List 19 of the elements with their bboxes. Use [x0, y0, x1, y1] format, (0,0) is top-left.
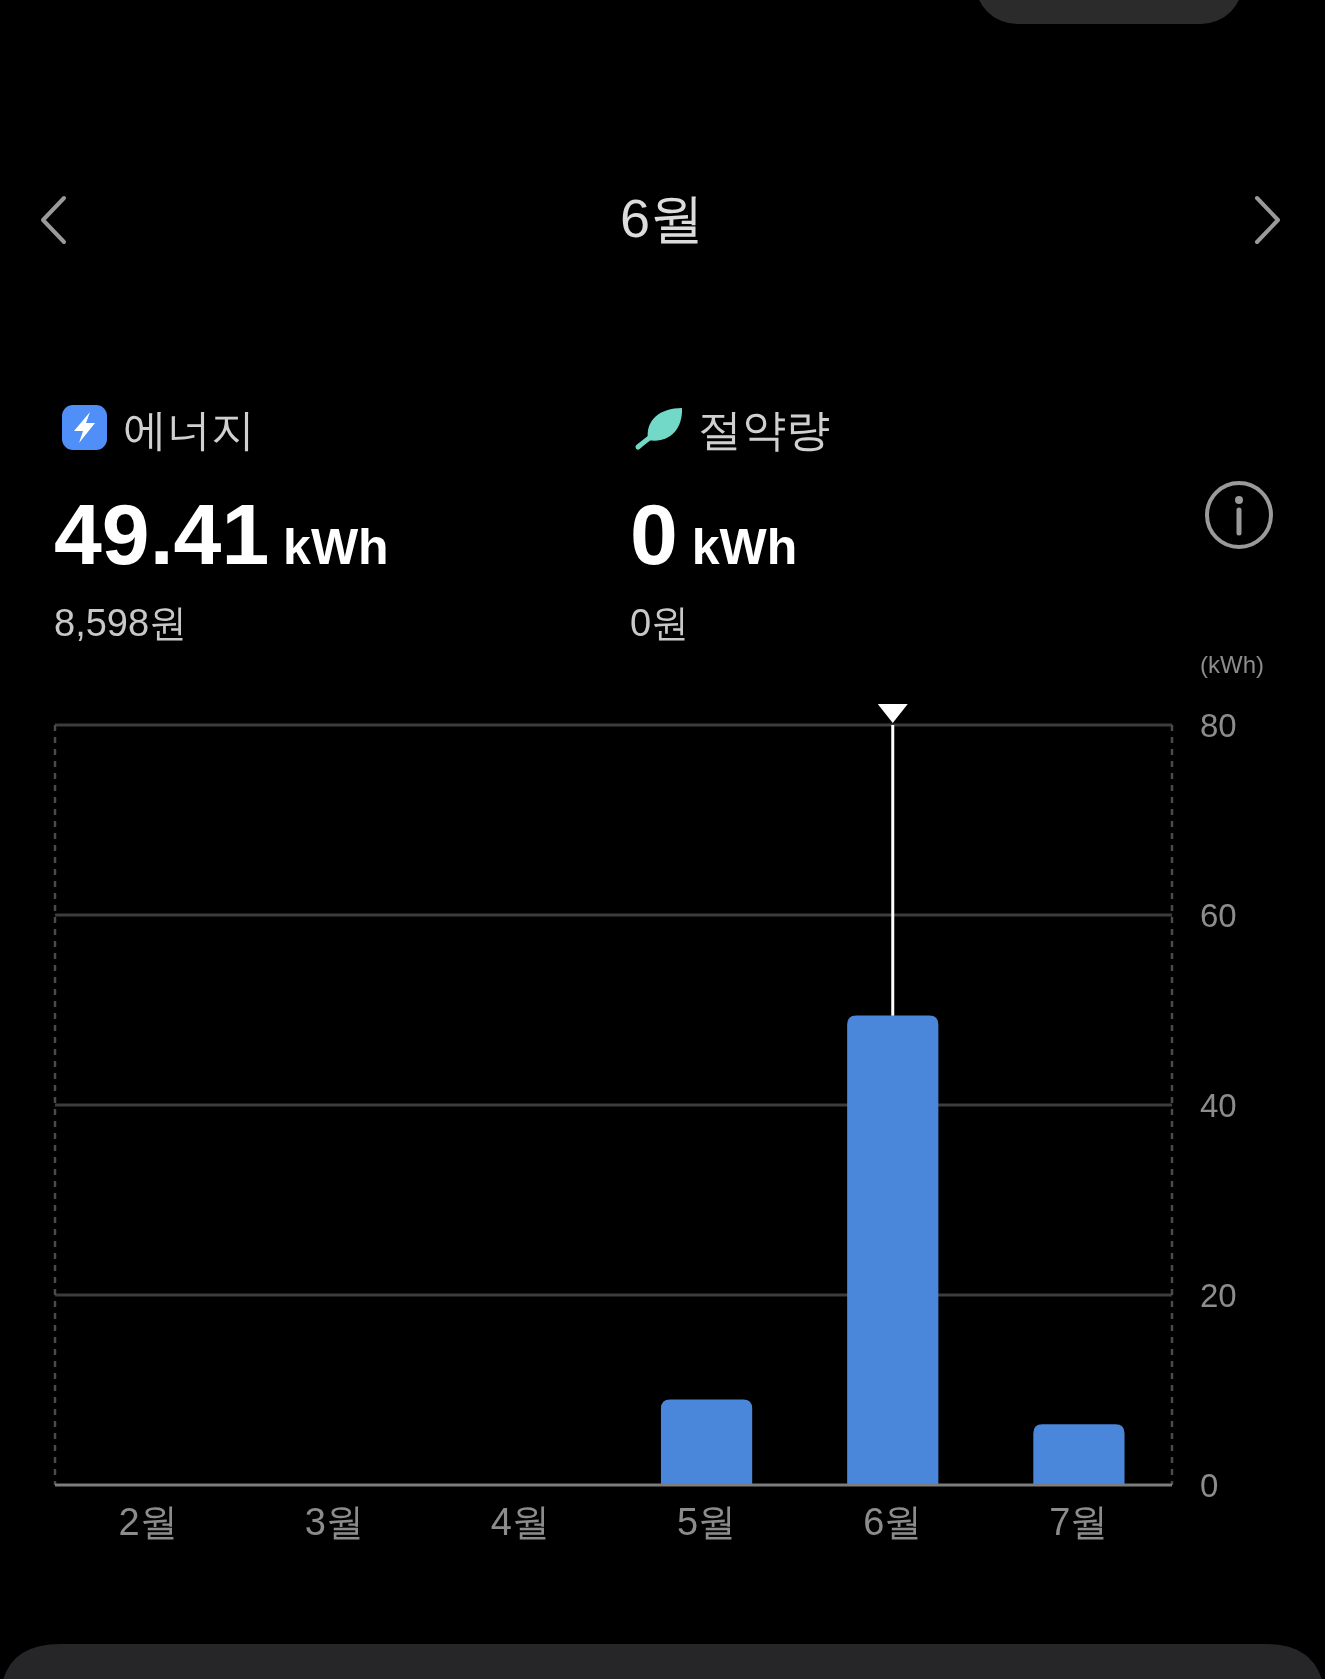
- x-tick-label: 2월: [118, 1501, 178, 1543]
- x-tick-label: 7월: [1049, 1501, 1109, 1543]
- x-tick-label: 5월: [677, 1501, 737, 1543]
- text: 49.41 kWh: [54, 486, 389, 582]
- y-axis-title: (kWh): [1200, 650, 1264, 678]
- y-tick-label: 80: [1200, 706, 1237, 744]
- x-tick-label: 3월: [304, 1501, 364, 1543]
- text: 절약량: [698, 405, 830, 454]
- x-tick-label: 4월: [490, 1501, 550, 1543]
- text: 에너지: [123, 405, 255, 454]
- text: 0 kWh: [630, 486, 798, 582]
- x-tick-label: 6월: [863, 1501, 923, 1543]
- chart-title: 6월: [619, 188, 705, 248]
- text: 0원: [630, 602, 690, 644]
- text: 8,598원: [54, 602, 188, 644]
- y-tick-label: 20: [1200, 1276, 1237, 1314]
- y-tick-label: 60: [1200, 896, 1237, 934]
- y-tick-label: 40: [1200, 1086, 1237, 1124]
- y-tick-label: 0: [1200, 1466, 1219, 1504]
